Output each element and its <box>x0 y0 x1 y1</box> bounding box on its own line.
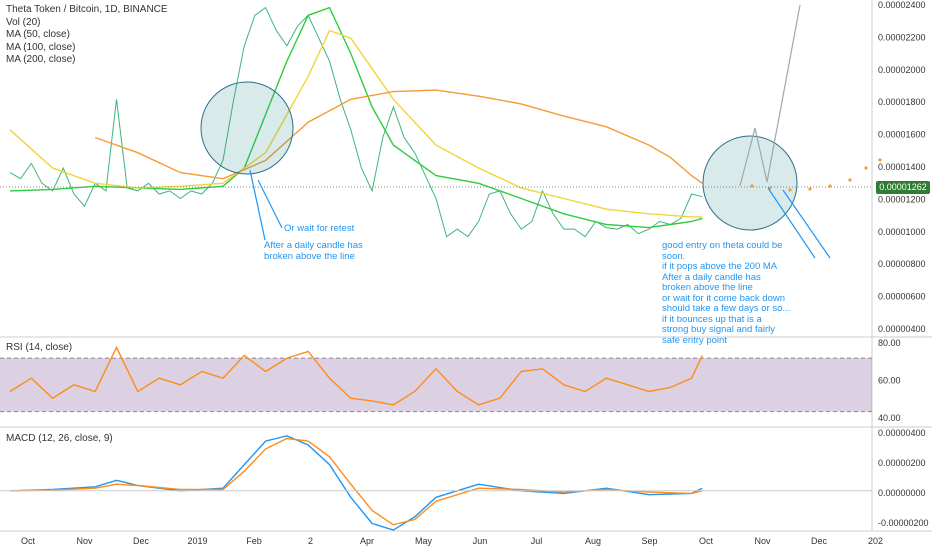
arrow-main-1 <box>767 187 816 259</box>
x-tick-label: Apr <box>360 536 374 546</box>
last-price-tag: 0.00001262 <box>876 181 930 194</box>
y-tick-label: 0.00001000 <box>878 227 926 237</box>
annotation-retest: Or wait for retest <box>284 223 355 234</box>
series-line-0-2 <box>9 29 703 218</box>
arrow-daily <box>249 169 266 241</box>
main-legend: Theta Token / Bitcoin, 1D, BINANCE Vol (… <box>6 4 168 67</box>
y-tick-label: 0.00001600 <box>878 130 926 140</box>
x-tick-label: Feb <box>246 536 262 546</box>
x-tick-label: Nov <box>754 536 771 546</box>
projection-dot <box>878 158 882 162</box>
chart-title: Theta Token / Bitcoin, 1D, BINANCE <box>6 4 168 15</box>
x-tick-label: 202 <box>868 536 883 546</box>
y-tick-label: 40.00 <box>878 413 901 423</box>
series-line-2-0 <box>9 435 703 531</box>
annotation-main-line: or wait for it come back down <box>662 292 786 304</box>
y-tick-label: 0.00001200 <box>878 194 926 204</box>
arrow-main-2 <box>782 189 831 259</box>
annotation-main-line: good entry on theta could be <box>662 240 783 251</box>
y-tick-label: -0.00000200 <box>878 518 929 528</box>
annotation-main-line: soon. <box>662 250 686 262</box>
y-tick-label: 0.00000800 <box>878 259 926 269</box>
y-tick-label: 0.00002000 <box>878 65 926 75</box>
annotation-main-note: good entry on theta could be soon. if it p… <box>662 240 791 346</box>
projection-dot <box>864 166 868 170</box>
series-line-2-1 <box>9 437 703 526</box>
highlight-circle-1 <box>200 81 294 175</box>
macd-label: MACD (12, 26, close, 9) <box>6 433 113 444</box>
x-tick-label: Nov <box>76 536 93 546</box>
series-line-0-1 <box>9 6 703 229</box>
y-tick-label: 80.00 <box>878 338 901 348</box>
projection-dot <box>750 184 754 188</box>
projection-dot <box>828 184 832 188</box>
projection-dot <box>788 188 792 192</box>
legend-ma200: MA (200, close) <box>6 54 76 65</box>
y-tick-label: 60.00 <box>878 376 901 386</box>
legend-vol: Vol (20) <box>6 16 41 28</box>
legend-ma100: MA (100, close) <box>6 41 76 53</box>
x-tick-label: Dec <box>133 536 150 546</box>
series-line-0-0 <box>9 6 703 238</box>
y-tick-label: 0.00000600 <box>878 292 926 302</box>
y-tick-label: 0.00001400 <box>878 162 926 172</box>
x-tick-label: 2 <box>308 536 313 546</box>
x-tick-label: Dec <box>811 536 828 546</box>
x-tick-label: Sep <box>641 536 657 546</box>
x-tick-label: Oct <box>21 536 36 546</box>
x-tick-label: 2019 <box>187 536 207 546</box>
rsi-label: RSI (14, close) <box>6 342 73 353</box>
y-tick-label: 0.00000200 <box>878 458 926 468</box>
y-tick-label: 0.00000400 <box>878 324 926 334</box>
annotation-main-line: if it bounces up that is a <box>662 313 762 325</box>
series-line-1-0 <box>9 345 703 406</box>
projection-dot <box>808 187 812 191</box>
y-tick-label: 0.00002400 <box>878 0 926 10</box>
annotation-main-line: broken above the line <box>662 282 753 293</box>
annotation-daily-line-2: broken above the line <box>264 250 355 262</box>
projection-arrow <box>739 4 801 187</box>
legend-ma50: MA (50, close) <box>6 29 70 40</box>
y-tick-label: 0.00001800 <box>878 97 926 107</box>
y-tick-label: 0.00000400 <box>878 428 926 438</box>
annotation-main-line: safe entry point <box>662 334 727 346</box>
annotation-main-line: should take a few days or so... <box>662 303 791 314</box>
annotation-daily-candle: After a daily candle has broken above th… <box>264 240 363 262</box>
x-tick-label: Jun <box>473 536 488 546</box>
annotation-main-line: if it pops above the 200 MA <box>662 261 778 272</box>
y-tick-label: 0.00002200 <box>878 32 926 42</box>
annotation-daily-line-1: After a daily candle has <box>264 240 363 251</box>
series-line-0-3 <box>94 89 703 184</box>
arrow-retest <box>257 179 283 229</box>
annotation-main-line: After a daily candle has <box>662 271 761 283</box>
annotation-main-line: strong buy signal and fairly <box>662 324 776 335</box>
x-tick-label: Aug <box>585 536 601 546</box>
rsi-band <box>0 358 872 412</box>
x-tick-label: Oct <box>699 536 714 546</box>
highlight-circle-2 <box>702 135 798 231</box>
projection-dot <box>848 178 852 182</box>
x-tick-label: Jul <box>531 536 543 546</box>
x-tick-label: May <box>415 536 433 546</box>
y-tick-label: 0.00000000 <box>878 488 926 498</box>
